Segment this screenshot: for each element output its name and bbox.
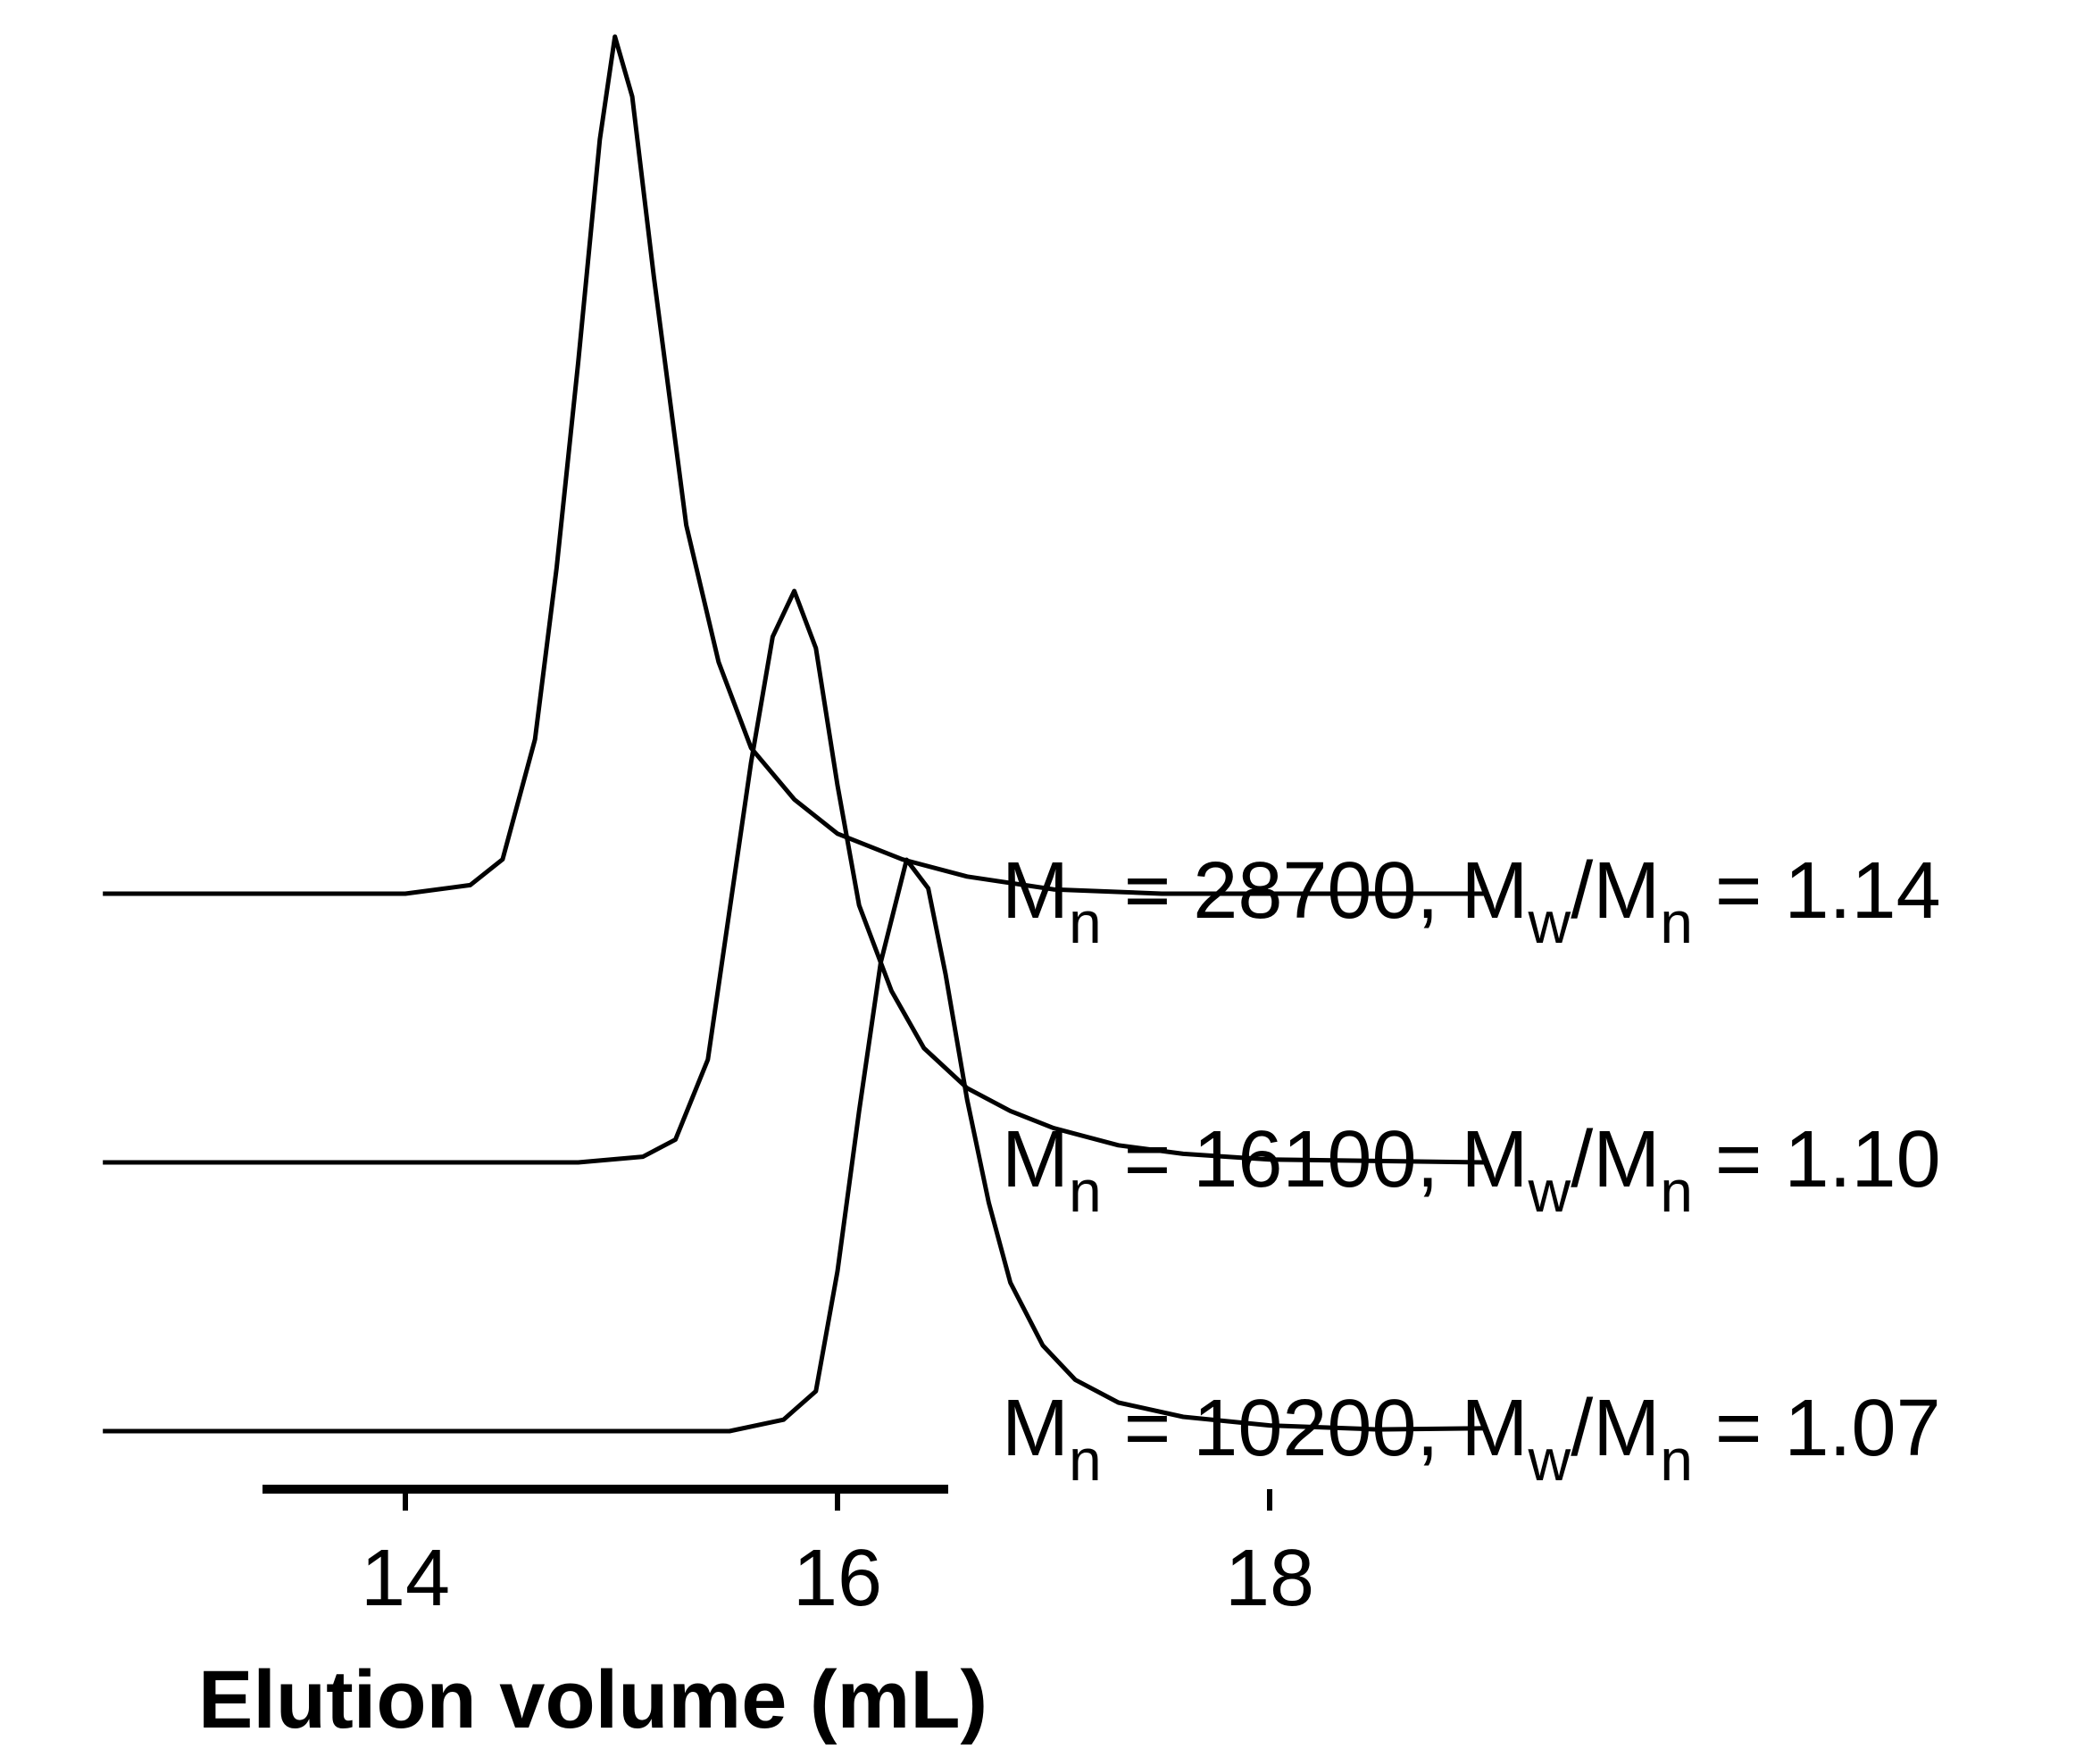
x-tick-label-14: 14 (361, 1534, 450, 1623)
series-label-3: Mn = 10200, Mw/Mn = 1.07 (1002, 1384, 1941, 1493)
trace-line-2 (103, 588, 1487, 1165)
x-axis-ticks: 14 16 18 (361, 1489, 1314, 1623)
series-label-1: Mn = 28700, Mw/Mn = 1.14 (1002, 846, 1941, 955)
series-label-2: Mn = 16100, Mw/Mn = 1.10 (1002, 1115, 1941, 1224)
trace-line-1 (103, 34, 1486, 896)
trace-line-3 (103, 857, 1487, 1434)
x-tick-label-16: 16 (793, 1534, 882, 1623)
traces-group (103, 34, 1487, 1434)
x-axis-title: Elution volume (mL) (198, 1654, 988, 1745)
series-labels: Mn = 28700, Mw/Mn = 1.14 Mn = 16100, Mw/M… (1002, 846, 1941, 1493)
x-tick-label-18: 18 (1225, 1534, 1314, 1623)
